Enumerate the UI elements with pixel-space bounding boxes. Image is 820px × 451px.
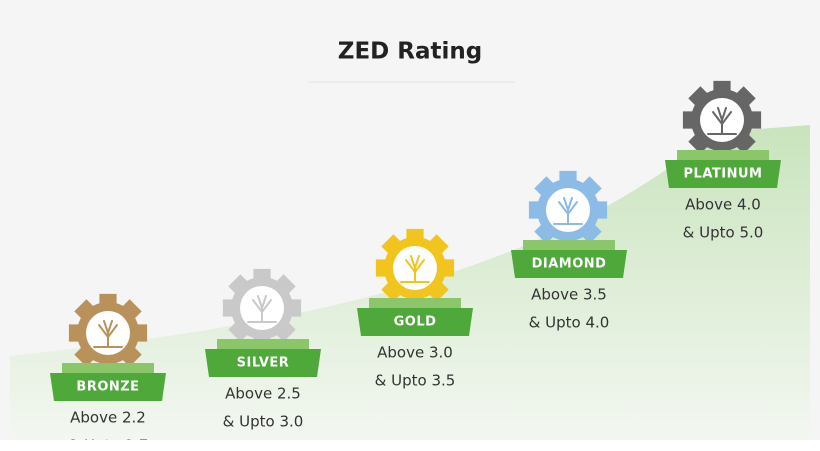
stand <box>217 339 309 349</box>
tree-icon <box>707 107 737 135</box>
banner <box>205 349 321 377</box>
stand <box>369 298 461 308</box>
stand <box>62 363 154 373</box>
level-name: BRONZE <box>76 380 139 395</box>
level-name: PLATINUM <box>684 167 763 182</box>
banner <box>511 250 627 278</box>
stand <box>523 240 615 250</box>
banner <box>665 160 781 188</box>
level-range: Above 3.5 <box>531 286 607 304</box>
level-range: Above 2.5 <box>225 385 301 403</box>
level-range: & Upto 3.0 <box>223 413 304 431</box>
level-range: Above 3.0 <box>377 344 453 362</box>
stand <box>677 150 769 160</box>
title: ZED Rating <box>338 39 482 65</box>
tree-icon <box>247 295 277 323</box>
tree-icon <box>553 197 583 225</box>
tree-icon <box>400 255 430 283</box>
level-range: & Upto 3.5 <box>375 372 456 390</box>
level-range: Above 4.0 <box>685 196 761 214</box>
bottom-strip <box>0 440 820 451</box>
level-name: SILVER <box>237 356 290 371</box>
tree-icon <box>93 320 123 348</box>
level-range: Above 2.2 <box>70 409 146 427</box>
level-range: & Upto 5.0 <box>683 224 764 242</box>
level-name: DIAMOND <box>532 257 607 272</box>
level-name: GOLD <box>394 315 437 330</box>
banner <box>50 373 166 401</box>
banner <box>357 308 473 336</box>
level-range: & Upto 4.0 <box>529 314 610 332</box>
